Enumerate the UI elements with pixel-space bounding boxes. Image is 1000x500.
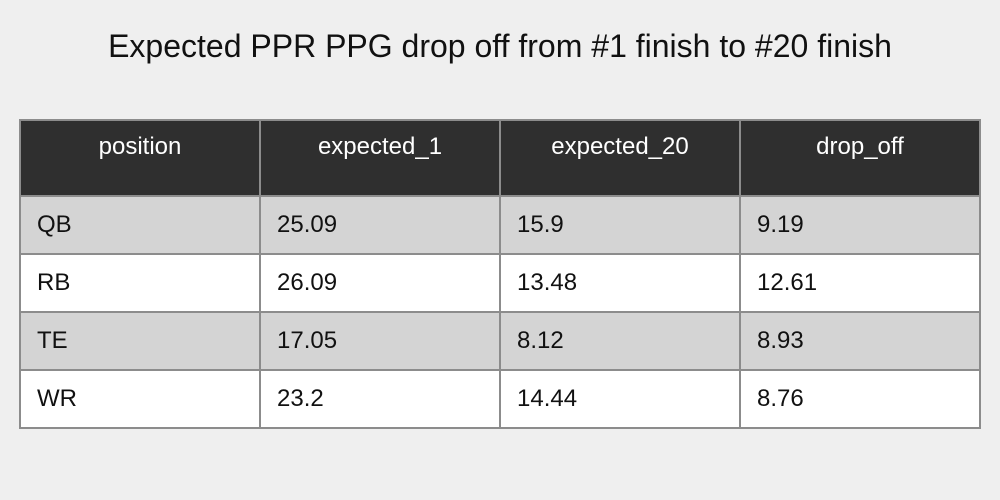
table-cell: TE	[19, 311, 261, 371]
table-cell: 25.09	[259, 195, 501, 255]
column-header: expected_20	[499, 119, 741, 197]
table-cell: 17.05	[259, 311, 501, 371]
column-header: position	[19, 119, 261, 197]
chart-title: Expected PPR PPG drop off from #1 finish…	[108, 28, 892, 64]
table-cell: RB	[19, 253, 261, 313]
table-cell: 12.61	[739, 253, 981, 313]
table-cell: QB	[19, 195, 261, 255]
table-cell: 26.09	[259, 253, 501, 313]
column-header: expected_1	[259, 119, 501, 197]
table-row: RB 26.09 13.48 12.61	[19, 253, 981, 313]
table-cell: WR	[19, 369, 261, 429]
table-row: QB 25.09 15.9 9.19	[19, 195, 981, 255]
table-cell: 14.44	[499, 369, 741, 429]
table-row: WR 23.2 14.44 8.76	[19, 369, 981, 429]
column-header: drop_off	[739, 119, 981, 197]
table-cell: 8.93	[739, 311, 981, 371]
data-table: position expected_1 expected_20 drop_off…	[19, 119, 981, 429]
table-cell: 15.9	[499, 195, 741, 255]
table-cell: 23.2	[259, 369, 501, 429]
table-cell: 8.76	[739, 369, 981, 429]
header-row: position expected_1 expected_20 drop_off	[19, 119, 981, 197]
table-cell: 13.48	[499, 253, 741, 313]
table-cell: 8.12	[499, 311, 741, 371]
table-cell: 9.19	[739, 195, 981, 255]
table-row: TE 17.05 8.12 8.93	[19, 311, 981, 371]
